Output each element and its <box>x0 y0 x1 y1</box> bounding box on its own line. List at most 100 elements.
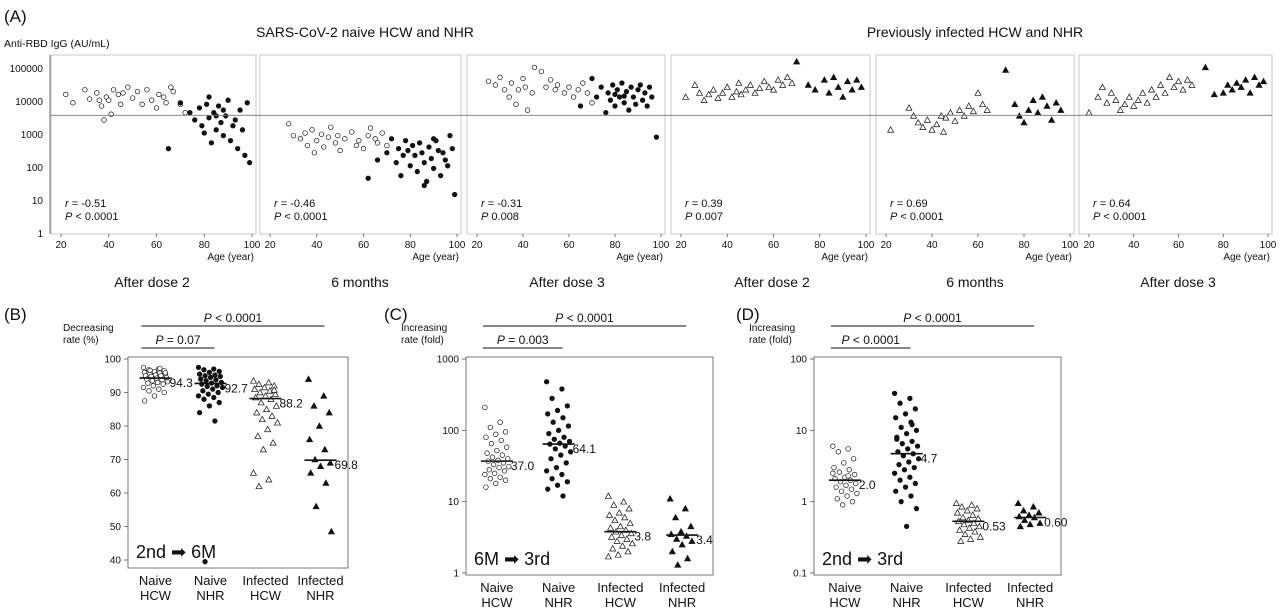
data-point <box>140 364 147 371</box>
data-point <box>779 81 787 88</box>
data-point <box>1038 93 1046 100</box>
data-point <box>217 373 223 380</box>
naive-group-title: SARS-CoV-2 naive HCW and NHR <box>256 24 474 40</box>
data-point <box>959 513 967 521</box>
data-point <box>497 474 503 480</box>
data-point <box>449 146 455 152</box>
data-point <box>213 127 219 133</box>
data-point <box>902 411 909 417</box>
data-point <box>195 364 202 371</box>
data-point <box>320 392 328 399</box>
data-point <box>567 449 574 455</box>
data-point <box>705 90 713 98</box>
data-point <box>1085 108 1093 116</box>
category-label-line2: HCW <box>250 588 282 603</box>
data-point <box>325 408 333 416</box>
data-point <box>908 493 914 499</box>
data-point <box>555 427 562 433</box>
data-point <box>302 130 308 136</box>
category-label-line1: Naive <box>139 573 172 588</box>
data-point <box>723 83 731 90</box>
comparison-p-value: P = 0.07 <box>155 333 200 347</box>
data-point <box>983 106 991 113</box>
data-point <box>437 173 444 179</box>
data-point <box>374 157 381 163</box>
data-point <box>1157 81 1165 88</box>
data-point <box>195 393 202 399</box>
data-point <box>205 391 211 397</box>
data-point <box>101 117 107 123</box>
data-point <box>485 78 492 85</box>
data-point <box>201 130 207 136</box>
data-point <box>163 100 169 106</box>
data-point <box>646 84 653 90</box>
data-point <box>506 463 512 470</box>
data-point <box>939 128 948 135</box>
data-point <box>844 493 850 499</box>
data-point <box>1019 506 1028 514</box>
data-point <box>201 396 207 402</box>
category-label-line2: NHR <box>668 595 696 610</box>
data-point <box>538 68 545 75</box>
data-point <box>911 464 917 471</box>
data-point <box>618 542 627 549</box>
correlation-r: r = -0.51 <box>65 198 106 210</box>
data-point <box>551 436 557 442</box>
data-point <box>297 136 304 142</box>
category-label-line2: NHR <box>196 588 224 603</box>
data-point <box>769 86 778 93</box>
data-point <box>1043 102 1051 109</box>
data-point <box>506 94 512 100</box>
data-point <box>216 368 222 375</box>
data-point <box>598 84 604 90</box>
data-point <box>1026 520 1034 528</box>
data-point <box>483 484 489 490</box>
data-point <box>1034 108 1042 116</box>
data-point <box>838 488 845 494</box>
data-point <box>610 82 616 88</box>
data-point <box>621 93 627 99</box>
data-point <box>831 464 837 471</box>
data-point <box>902 484 909 490</box>
data-point <box>605 511 614 518</box>
correlation-r: r = -0.46 <box>274 198 315 210</box>
data-point <box>852 471 858 478</box>
data-point <box>963 506 971 514</box>
data-point <box>1255 81 1263 88</box>
data-point <box>255 380 263 387</box>
data-point <box>98 103 105 109</box>
data-point <box>202 559 208 565</box>
plot-frame <box>466 54 666 235</box>
interval-annotation: 2nd ➡ 6M <box>136 542 216 562</box>
y-axis-title-line2: rate (fold) <box>749 335 792 346</box>
data-point <box>484 450 490 456</box>
data-point <box>177 100 184 106</box>
data-point <box>604 552 612 560</box>
data-point <box>155 379 161 386</box>
data-point <box>218 119 224 126</box>
comparison-p-value: P < 0.0001 <box>204 311 263 325</box>
plot-frame <box>259 54 462 235</box>
data-point <box>196 371 203 377</box>
data-point <box>430 136 437 142</box>
data-point <box>273 418 282 426</box>
data-point <box>840 502 846 508</box>
data-point <box>666 494 674 502</box>
y-tick-10: 10 <box>32 196 44 207</box>
data-point <box>1036 519 1044 526</box>
data-point <box>605 90 611 96</box>
data-point <box>834 496 840 502</box>
x-tick-label: 60 <box>768 240 780 251</box>
data-point <box>356 138 362 144</box>
data-point <box>315 422 324 429</box>
data-point <box>1210 90 1218 98</box>
x-tick-label: 20 <box>55 240 67 251</box>
data-point <box>558 452 564 458</box>
data-point <box>719 89 727 96</box>
timepoint-label-5: 6 months <box>946 274 1004 290</box>
data-point <box>1237 83 1245 90</box>
data-point <box>1130 102 1138 109</box>
data-point <box>951 117 959 124</box>
data-point <box>322 479 330 486</box>
median-value-label: 92.7 <box>225 381 249 395</box>
